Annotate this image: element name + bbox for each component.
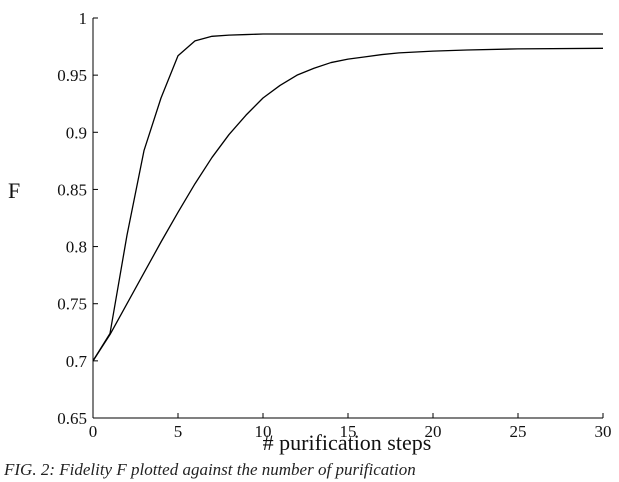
y-axis-ticks: 0.65 0.7 0.75 0.8 0.85 0.9 0.95 1: [57, 9, 98, 428]
figure-caption: FIG. 2: Fidelity F plotted against the n…: [4, 460, 416, 479]
x-tick-label: 5: [174, 422, 183, 441]
y-tick-label: 1: [79, 9, 88, 28]
y-tick-label: 0.9: [66, 123, 87, 142]
series-line-2: [92, 47, 604, 362]
series-line-1: [92, 33, 603, 362]
x-axis-label: # purification steps: [263, 430, 432, 455]
x-tick-label: 20: [425, 422, 442, 441]
y-tick-label: 0.8: [66, 238, 87, 257]
x-axis-ticks: 0 5 10 15 20 25 30: [89, 413, 612, 441]
x-tick-label: 25: [510, 422, 527, 441]
y-tick-label: 0.75: [57, 295, 87, 314]
y-axis-label: F: [8, 178, 20, 203]
y-tick-label: 0.95: [57, 66, 87, 85]
x-tick-label: 15: [340, 422, 357, 441]
x-tick-label: 10: [255, 422, 272, 441]
x-tick-label: 30: [595, 422, 612, 441]
x-tick-label: 0: [89, 422, 98, 441]
y-tick-label: 0.65: [57, 409, 87, 428]
y-tick-label: 0.7: [66, 352, 88, 371]
y-tick-label: 0.85: [57, 180, 87, 199]
series-layer: [92, 33, 604, 362]
